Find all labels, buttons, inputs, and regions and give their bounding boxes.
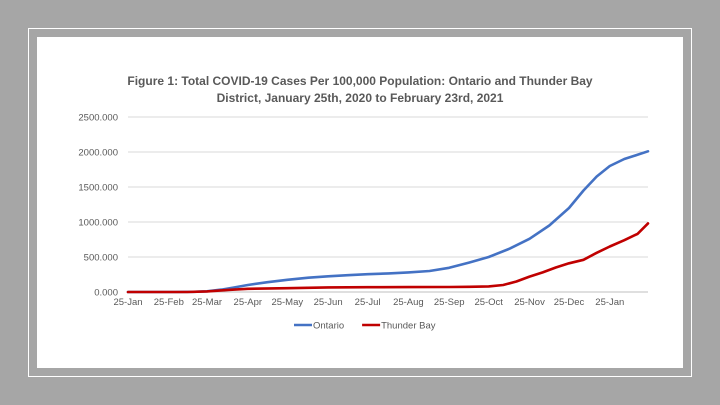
series-line-thunder-bay <box>126 222 650 294</box>
x-tick-label: 25-Jul <box>355 297 381 308</box>
chart-title: Figure 1: Total COVID-19 Cases Per 100,0… <box>37 73 683 107</box>
x-tick-label: 25-Aug <box>393 297 424 308</box>
line-chart: 0.000 500.000 1000.000 1500.000 2000.000 2500… <box>78 113 650 332</box>
x-tick-label: 25-Jan <box>113 297 142 308</box>
x-tick-label: 25-Dec <box>554 297 585 308</box>
legend-label: Thunder Bay <box>381 321 436 332</box>
y-tick-label: 1500.000 <box>78 183 118 194</box>
x-tick-label: 25-Mar <box>192 297 222 308</box>
x-tick-label: 25-Feb <box>154 297 184 308</box>
x-tick-label: 25-Apr <box>234 297 263 308</box>
y-tick-label: 500.000 <box>84 253 118 264</box>
slide-canvas: Figure 1: Total COVID-19 Cases Per 100,0… <box>37 37 683 368</box>
x-tick-label: 25-Sep <box>434 297 465 308</box>
legend-label: Ontario <box>313 321 344 332</box>
x-tick-label: 25-Oct <box>474 297 503 308</box>
y-tick-label: 2500.000 <box>78 113 118 124</box>
chart-title-line-1: Figure 1: Total COVID-19 Cases Per 100,0… <box>127 74 593 88</box>
y-tick-label: 1000.000 <box>78 218 118 229</box>
x-tick-label: 25-Jun <box>314 297 343 308</box>
y-tick-label: 0.000 <box>94 288 118 299</box>
y-tick-label: 2000.000 <box>78 148 118 159</box>
x-tick-label: 25-Jan <box>595 297 624 308</box>
chart-title-line-2: District, January 25th, 2020 to February… <box>216 91 504 105</box>
x-tick-label: 25-May <box>271 297 303 308</box>
slide-border <box>28 28 692 377</box>
x-tick-label: 25-Nov <box>514 297 545 308</box>
series-line-ontario <box>126 150 650 294</box>
